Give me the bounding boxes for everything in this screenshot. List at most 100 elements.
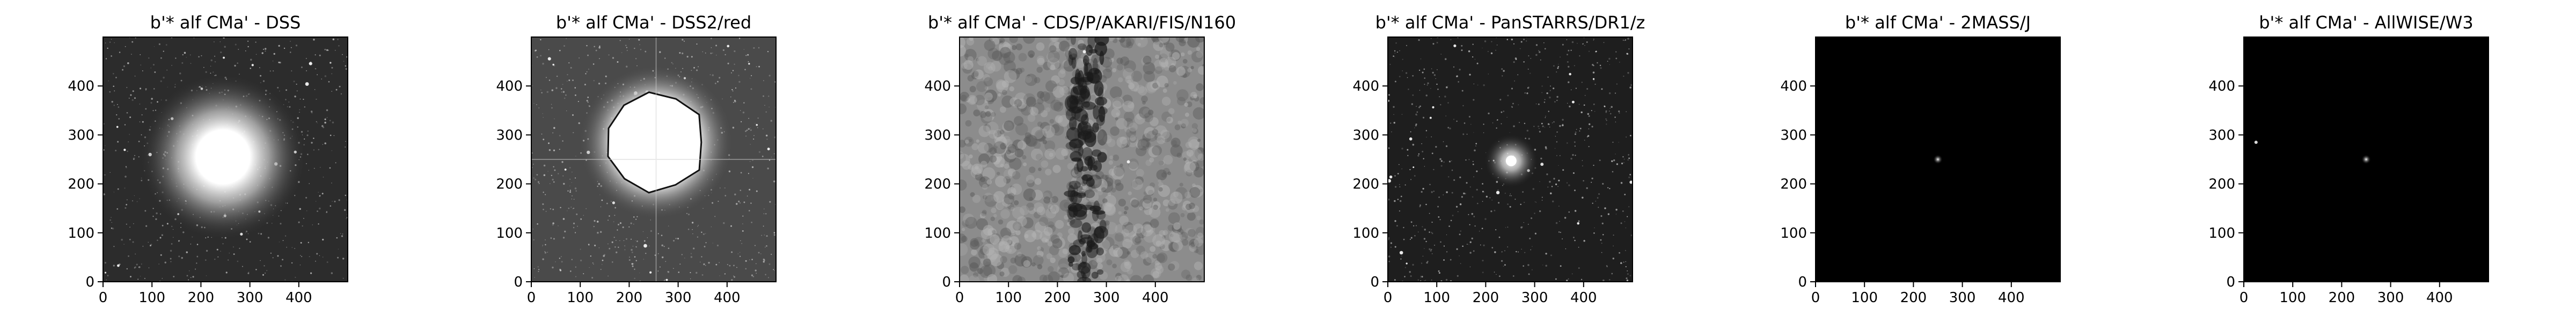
noise-texture [1388, 37, 1633, 282]
x-tick-label: 0 [955, 290, 964, 306]
panel-image [531, 37, 776, 282]
point-star [1933, 155, 1943, 164]
x-tick-label: 400 [714, 290, 741, 306]
panel-title: b'* alf CMa' - PanSTARRS/DR1/z [1375, 12, 1645, 33]
panel-title: b'* alf CMa' - AllWISE/W3 [2259, 12, 2473, 33]
faint-star [748, 63, 750, 65]
x-tick-label: 400 [1142, 290, 1169, 306]
faint-star [1399, 251, 1403, 255]
x-tick-label: 0 [1384, 290, 1393, 306]
x-tick-label: 200 [188, 290, 215, 306]
faint-star [309, 62, 312, 65]
panel-4: b'* alf CMa' - PanSTARRS/DR1/z 0 100 200 300… [1352, 12, 1645, 306]
point-source [1126, 160, 1130, 164]
faint-star [1413, 166, 1415, 169]
x-tick-label: 100 [2279, 290, 2306, 306]
noise-texture [960, 37, 1204, 282]
x-tick-label: 200 [1044, 290, 1071, 306]
faint-star [1569, 72, 1571, 76]
x-tick-label: 200 [1900, 290, 1927, 306]
panel-title: b'* alf CMa' - CDS/P/AKARI/FIS/N160 [928, 12, 1236, 33]
x-axis: 0 100 200 300 400 [2240, 282, 2453, 306]
axes-frame [531, 36, 777, 282]
x-tick-label: 0 [527, 290, 536, 306]
y-tick-label: 300 [1780, 127, 1807, 143]
y-tick-label: 0 [514, 274, 523, 290]
axes-frame [1387, 36, 1633, 282]
star-core [1505, 155, 1517, 166]
point-source [1082, 50, 1086, 54]
y-tick-label: 300 [2208, 127, 2235, 143]
faint-star [665, 279, 668, 281]
x-axis: 0 100 200 300 400 [955, 282, 1169, 306]
y-tick-label: 200 [1780, 177, 1807, 193]
panel-image [960, 37, 1204, 282]
x-tick-label: 0 [2240, 290, 2249, 306]
axes-frame [2243, 36, 2489, 282]
y-tick-label: 200 [68, 177, 94, 193]
y-tick-label: 100 [1352, 225, 1379, 241]
faint-star [552, 63, 554, 66]
axes-frame [1815, 36, 2061, 282]
faint-star [251, 64, 254, 67]
faint-star [105, 272, 107, 274]
panel-image [1816, 37, 2060, 282]
y-tick-label: 400 [924, 78, 951, 94]
diffraction-spikes [531, 37, 776, 282]
panel-title: b'* alf CMa' - DSS [150, 12, 301, 33]
faint-star [1389, 175, 1393, 179]
panel-5: b'* alf CMa' - 2MASS/J 0 100 200 300 400 0 100 2… [1780, 12, 2061, 306]
dark-band [1064, 37, 1109, 282]
x-tick-label: 100 [567, 290, 594, 306]
y-tick-label: 300 [68, 127, 94, 143]
y-axis: 0 100 200 300 400 [1352, 78, 1388, 290]
panel-image [103, 37, 348, 282]
faint-star [116, 126, 119, 128]
x-tick-label: 0 [1811, 290, 1820, 306]
x-tick-label: 400 [286, 290, 312, 306]
y-tick-label: 100 [68, 225, 94, 241]
y-tick-label: 400 [1780, 78, 1807, 94]
x-tick-label: 300 [665, 290, 692, 306]
panel-3: b'* alf CMa' - CDS/P/AKARI/FIS/N160 0 100 2… [924, 12, 1236, 306]
y-tick-label: 300 [924, 127, 951, 143]
star-halo [140, 74, 306, 240]
faint-star [1406, 262, 1408, 265]
x-axis: 0 100 200 300 400 [1384, 282, 1597, 306]
faint-star [1629, 180, 1633, 184]
x-tick-label: 100 [995, 290, 1022, 306]
panel-image [1388, 37, 1633, 282]
faint-star [767, 148, 770, 151]
y-tick-label: 300 [496, 127, 523, 143]
point-source [1540, 163, 1544, 166]
panel-1: b'* alf CMa' - DSS 0 100 200 300 400 0 100 200 30… [68, 12, 348, 306]
x-axis: 0 100 200 300 400 [99, 282, 312, 306]
faint-star [643, 244, 647, 248]
faint-star [1577, 222, 1579, 225]
y-tick-label: 400 [2208, 78, 2235, 94]
x-tick-label: 300 [237, 290, 264, 306]
faint-star [305, 82, 309, 86]
y-axis: 0 100 200 300 400 [2208, 78, 2244, 290]
y-tick-label: 400 [68, 78, 94, 94]
y-tick-label: 200 [496, 177, 523, 193]
y-tick-label: 200 [924, 177, 951, 193]
faint-star [564, 169, 567, 171]
y-tick-label: 0 [942, 274, 951, 290]
faint-star [547, 57, 551, 61]
faint-star [1453, 44, 1457, 47]
x-tick-label: 400 [1570, 290, 1597, 306]
y-tick-label: 400 [496, 78, 523, 94]
x-tick-label: 300 [1949, 290, 1976, 306]
y-tick-label: 300 [1352, 127, 1379, 143]
y-tick-label: 0 [1370, 274, 1379, 290]
y-tick-label: 400 [1352, 78, 1379, 94]
faint-star [1388, 179, 1391, 183]
x-tick-label: 100 [138, 290, 165, 306]
y-tick-label: 0 [2226, 274, 2235, 290]
faint-star [223, 56, 225, 59]
faint-star [1409, 137, 1413, 141]
faint-star [123, 149, 126, 151]
faint-star [1432, 106, 1435, 108]
faint-star [1429, 116, 1432, 119]
